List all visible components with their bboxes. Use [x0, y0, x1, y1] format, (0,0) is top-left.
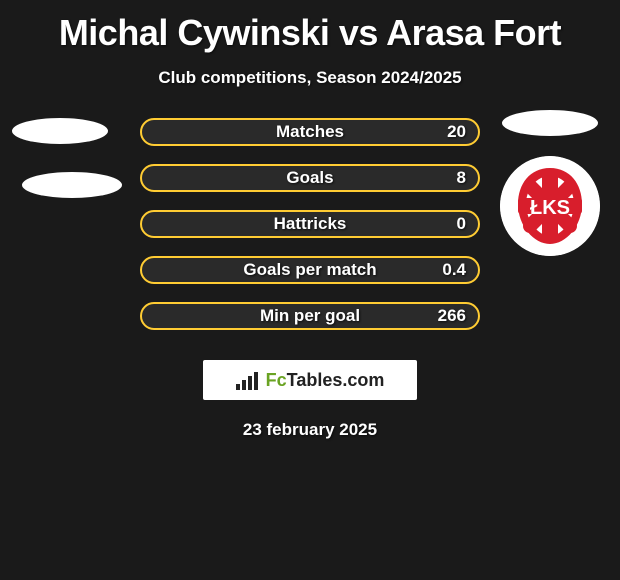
placeholder-oval [502, 110, 598, 136]
stat-value: 0 [457, 214, 466, 234]
left-placeholder-group [12, 118, 122, 198]
club-crest: ŁKS [500, 156, 600, 256]
source-logo: FcTables.com [203, 360, 417, 400]
stat-label: Goals per match [243, 260, 376, 280]
page-title: Michal Cywinski vs Arasa Fort [0, 0, 620, 54]
comparison-content: ŁKS Matches 20 Goals 8 Hattricks 0 Goals… [0, 118, 620, 440]
svg-text:ŁKS: ŁKS [530, 197, 570, 219]
crest-icon: ŁKS [500, 156, 600, 256]
right-badge-group: ŁKS [500, 110, 600, 256]
page-subtitle: Club competitions, Season 2024/2025 [0, 68, 620, 88]
date-label: 23 february 2025 [0, 420, 620, 440]
stat-bar-hattricks: Hattricks 0 [140, 210, 480, 238]
bar-chart-icon [236, 370, 260, 390]
stat-value: 20 [447, 122, 466, 142]
stat-label: Min per goal [260, 306, 360, 326]
stat-bar-min-per-goal: Min per goal 266 [140, 302, 480, 330]
stat-label: Hattricks [274, 214, 347, 234]
stat-value: 8 [457, 168, 466, 188]
stat-value: 266 [438, 306, 466, 326]
placeholder-oval [22, 172, 122, 198]
logo-text: FcTables.com [266, 370, 385, 391]
stat-label: Goals [286, 168, 333, 188]
stat-value: 0.4 [442, 260, 466, 280]
stat-bar-goals: Goals 8 [140, 164, 480, 192]
placeholder-oval [12, 118, 108, 144]
stat-label: Matches [276, 122, 344, 142]
stat-bar-goals-per-match: Goals per match 0.4 [140, 256, 480, 284]
stat-bar-matches: Matches 20 [140, 118, 480, 146]
stat-bars: Matches 20 Goals 8 Hattricks 0 Goals per… [140, 118, 480, 330]
